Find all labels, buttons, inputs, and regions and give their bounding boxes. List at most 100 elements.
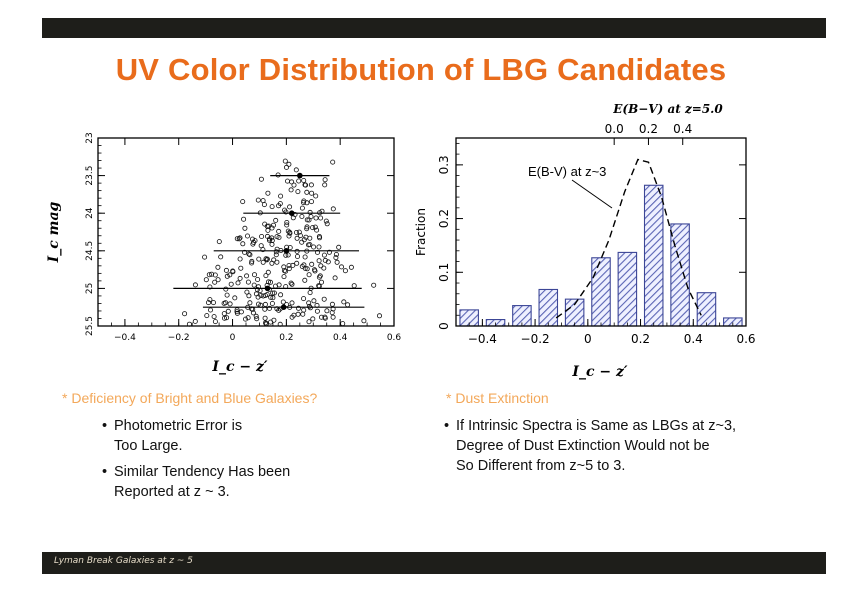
scatter-point [207,307,213,313]
scatter-point [265,227,271,233]
scatter-point [271,317,277,323]
histogram-y-tick-label: 0.1 [437,263,451,282]
scatter-point [330,314,336,320]
scatter-point [260,198,266,204]
scatter-point [306,319,312,325]
histogram-x-tick-label: 0 [584,332,592,346]
scatter-point [318,215,324,221]
footer-band: Lyman Break Galaxies at z ~ 5 [42,552,826,574]
scatter-point [223,286,229,292]
scatter-point [304,189,310,195]
scatter-point [314,227,320,233]
scatter-point [330,206,336,212]
scatter-point [269,237,275,243]
scatter-point [286,233,292,239]
histogram-bar [538,288,559,327]
scatter-point [266,236,272,242]
scatter-point [270,290,276,296]
scatter-point [280,299,286,305]
scatter-point [317,273,323,279]
scatter-point [351,283,357,289]
scatter-point [255,276,261,282]
scatter-point [305,242,311,248]
scatter-point [283,164,289,170]
scatter-point [250,310,256,316]
scatter-point [293,167,299,173]
scatter-point [334,259,340,265]
scatter-point [299,213,305,219]
scatter-point [228,281,234,287]
scatter-point [323,218,329,224]
scatter-point [207,297,213,303]
scatter-point [318,279,324,285]
scatter-point [316,274,322,280]
scatter-point [249,258,255,264]
scatter-point [215,264,221,270]
scatter-point [322,314,328,320]
scatter-x-tick-label: 0.6 [387,333,402,343]
scatter-binned-means [173,172,365,311]
scatter-point [246,293,252,299]
scatter-point [312,224,318,230]
scatter-point [238,265,244,271]
scatter-point [265,190,271,196]
histogram-xlabel: I_c − z′ [571,364,628,380]
scatter-point [291,312,297,318]
scatter-point [303,182,309,188]
scatter-point [281,268,287,274]
scatter-point [287,204,293,210]
scatter-point [324,308,330,314]
scatter-point [240,241,246,247]
histogram-x-tick-label: 0.4 [684,332,703,346]
scatter-y-tick-label: 25.5 [85,316,95,336]
scatter-point [249,236,255,242]
scatter-point [301,237,307,243]
scatter-points [182,158,382,327]
scatter-point [227,301,233,307]
scatter-point [289,281,295,287]
histogram-x-tick-label: −0.2 [521,332,550,346]
scatter-point [235,280,241,286]
top-decor-band [42,18,826,38]
scatter-point [317,235,323,241]
scatter-point [325,259,331,265]
scatter-point [265,279,271,285]
scatter-point [310,225,316,231]
scatter-point [203,277,209,283]
histogram-top-tick-label: 0.2 [639,122,658,136]
scatter-point [212,319,218,325]
scatter-point [192,282,198,288]
scatter-point [210,300,216,306]
scatter-point [304,266,310,272]
scatter-point [301,296,307,302]
scatter-x-tick-label: 0 [230,333,236,343]
histogram-x-tick-label: −0.4 [468,332,497,346]
scatter-y-tick-label: 25 [85,283,95,294]
scatter-point [302,254,308,260]
scatter-point [310,316,316,322]
scatter-point [345,302,351,308]
scatter-point [263,256,269,262]
scatter-point [306,272,312,278]
scatter-point [273,252,279,258]
scatter-point [302,265,308,271]
scatter-point [263,273,269,279]
histogram-x-tick-label: 0.6 [736,332,755,346]
scatter-point [304,224,310,230]
scatter-point [267,279,273,285]
scatter-point [270,295,276,301]
scatter-point [253,291,259,297]
scatter-point [296,178,302,184]
scatter-point [224,273,230,279]
scatter-point [236,236,242,242]
right-bullet-heading: * Dust Extinction [446,390,549,406]
scatter-point [361,318,367,324]
scatter-point [258,243,264,249]
scatter-binned-mean [297,172,303,179]
scatter-point [278,193,284,199]
scatter-point [254,286,260,292]
scatter-point [271,257,277,263]
scatter-point [281,264,287,270]
scatter-point [308,199,314,205]
scatter-point [311,244,317,250]
